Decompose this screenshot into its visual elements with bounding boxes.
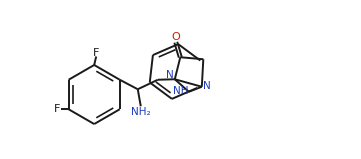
Text: F: F (54, 104, 60, 114)
Text: NH: NH (173, 86, 188, 96)
Text: F: F (93, 48, 99, 58)
Text: N: N (203, 80, 211, 90)
Text: NH₂: NH₂ (131, 107, 151, 117)
Text: O: O (171, 32, 180, 42)
Text: N: N (166, 70, 174, 80)
